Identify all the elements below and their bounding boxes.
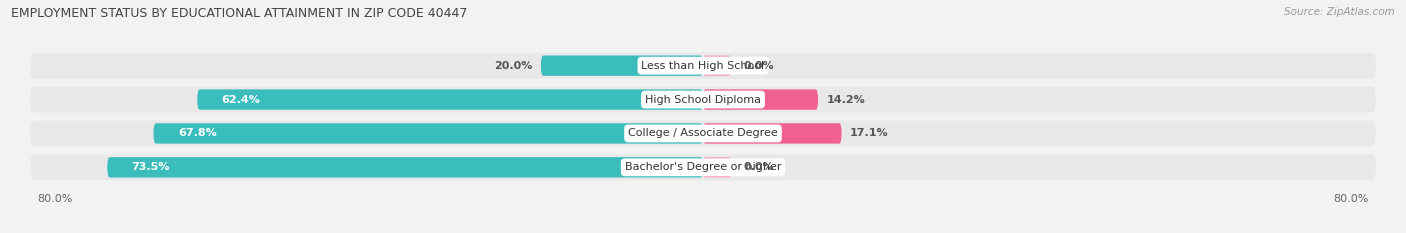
Text: Source: ZipAtlas.com: Source: ZipAtlas.com [1284, 7, 1395, 17]
FancyBboxPatch shape [107, 157, 703, 178]
Text: Less than High School: Less than High School [641, 61, 765, 71]
FancyBboxPatch shape [703, 157, 731, 178]
Text: 0.0%: 0.0% [744, 162, 775, 172]
Text: College / Associate Degree: College / Associate Degree [628, 128, 778, 138]
Text: 20.0%: 20.0% [495, 61, 533, 71]
FancyBboxPatch shape [197, 89, 703, 110]
FancyBboxPatch shape [703, 123, 842, 144]
Text: 73.5%: 73.5% [132, 162, 170, 172]
FancyBboxPatch shape [703, 55, 731, 76]
Text: 17.1%: 17.1% [849, 128, 889, 138]
FancyBboxPatch shape [31, 53, 1375, 79]
FancyBboxPatch shape [31, 87, 1375, 113]
Text: Bachelor's Degree or higher: Bachelor's Degree or higher [624, 162, 782, 172]
FancyBboxPatch shape [31, 154, 1375, 180]
Text: 0.0%: 0.0% [744, 61, 775, 71]
Text: High School Diploma: High School Diploma [645, 95, 761, 105]
Text: 62.4%: 62.4% [222, 95, 260, 105]
FancyBboxPatch shape [541, 55, 703, 76]
FancyBboxPatch shape [153, 123, 703, 144]
Text: EMPLOYMENT STATUS BY EDUCATIONAL ATTAINMENT IN ZIP CODE 40447: EMPLOYMENT STATUS BY EDUCATIONAL ATTAINM… [11, 7, 468, 20]
FancyBboxPatch shape [31, 120, 1375, 146]
Text: 67.8%: 67.8% [177, 128, 217, 138]
Text: 14.2%: 14.2% [827, 95, 865, 105]
FancyBboxPatch shape [703, 89, 818, 110]
